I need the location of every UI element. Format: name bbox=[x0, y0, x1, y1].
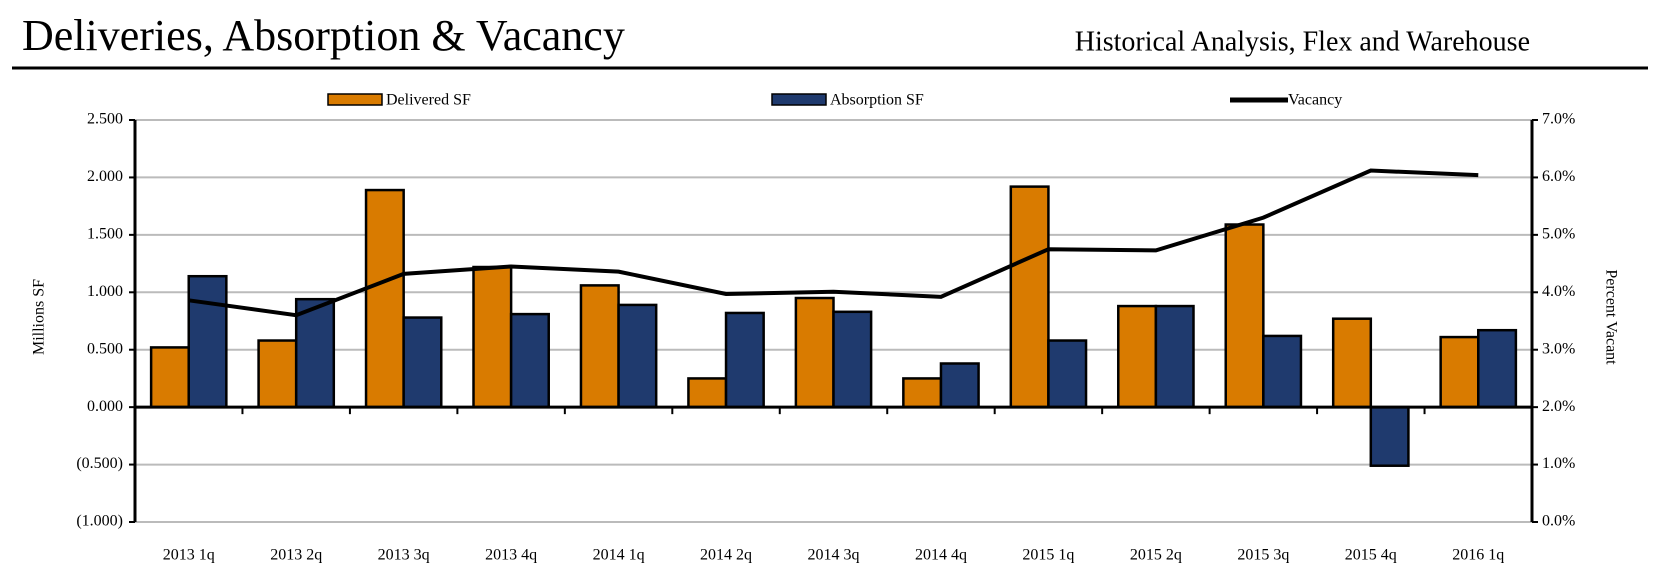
y2-tick-label: 4.0% bbox=[1542, 283, 1575, 300]
chart-title: Deliveries, Absorption & Vacancy bbox=[22, 11, 625, 60]
y-tick-label: 2.000 bbox=[87, 168, 123, 185]
bar bbox=[902, 377, 943, 409]
x-tick-label: 2014 3q bbox=[808, 547, 860, 564]
y2-tick-label: 2.0% bbox=[1542, 398, 1575, 415]
x-tick-label: 2013 3q bbox=[378, 547, 430, 564]
bar bbox=[1477, 328, 1518, 409]
bar bbox=[1047, 339, 1088, 409]
x-tick-label: 2015 2q bbox=[1130, 547, 1182, 564]
bar bbox=[1262, 334, 1303, 409]
x-tick-label: 2016 1q bbox=[1452, 547, 1504, 564]
x-tick-label: 2013 2q bbox=[270, 547, 322, 564]
x-tick-label: 2014 2q bbox=[700, 547, 752, 564]
y2-tick-label: 0.0% bbox=[1542, 513, 1575, 530]
bar bbox=[402, 316, 443, 409]
bar bbox=[724, 311, 765, 409]
bar bbox=[149, 346, 190, 409]
x-tick-label: 2013 4q bbox=[485, 547, 537, 564]
y-axis-label: Millions SF bbox=[31, 279, 48, 355]
bar bbox=[1117, 304, 1158, 409]
x-tick-label: 2015 1q bbox=[1022, 547, 1074, 564]
bar bbox=[617, 303, 658, 409]
y-tick-label: (0.500) bbox=[76, 455, 123, 472]
bar bbox=[1439, 335, 1480, 409]
bar bbox=[1369, 405, 1410, 467]
y2-tick-label: 6.0% bbox=[1542, 168, 1575, 185]
bar bbox=[257, 339, 298, 409]
legend-swatch bbox=[327, 93, 383, 106]
y-tick-label: 1.500 bbox=[87, 226, 123, 243]
bar bbox=[579, 284, 620, 409]
bar bbox=[187, 274, 228, 409]
y-tick-label: 0.000 bbox=[87, 398, 123, 415]
legend-swatch bbox=[771, 93, 827, 106]
y-tick-label: (1.000) bbox=[76, 513, 123, 530]
x-tick-label: 2014 4q bbox=[915, 547, 967, 564]
x-tick-label: 2013 1q bbox=[163, 547, 215, 564]
bar bbox=[364, 188, 405, 409]
legend-label: Vacancy bbox=[1288, 92, 1342, 109]
bar bbox=[939, 362, 980, 409]
x-tick-label: 2015 4q bbox=[1345, 547, 1397, 564]
bar bbox=[1331, 317, 1373, 409]
y2-axis-label: Percent Vacant bbox=[1602, 269, 1619, 365]
bar bbox=[472, 265, 513, 409]
legend-label: Delivered SF bbox=[386, 92, 471, 109]
bar bbox=[1009, 185, 1050, 409]
bar bbox=[1154, 304, 1195, 409]
y2-tick-label: 7.0% bbox=[1542, 111, 1575, 128]
bar bbox=[687, 377, 728, 409]
chart-subtitle: Historical Analysis, Flex and Warehouse bbox=[1075, 26, 1530, 57]
y2-tick-label: 1.0% bbox=[1542, 455, 1575, 472]
bar bbox=[1224, 223, 1265, 409]
bar bbox=[294, 297, 336, 409]
y2-tick-label: 3.0% bbox=[1542, 340, 1575, 357]
x-tick-label: 2014 1q bbox=[593, 547, 645, 564]
y-tick-label: 0.500 bbox=[87, 340, 123, 357]
y-tick-label: 2.500 bbox=[87, 111, 123, 128]
x-tick-label: 2015 3q bbox=[1237, 547, 1289, 564]
y2-tick-label: 5.0% bbox=[1542, 226, 1575, 243]
bar bbox=[794, 296, 835, 409]
vacancy-line bbox=[188, 168, 1479, 318]
bar bbox=[832, 310, 873, 409]
legend-label: Absorption SF bbox=[830, 92, 924, 109]
y-tick-label: 1.000 bbox=[87, 283, 123, 300]
bar bbox=[509, 312, 550, 409]
